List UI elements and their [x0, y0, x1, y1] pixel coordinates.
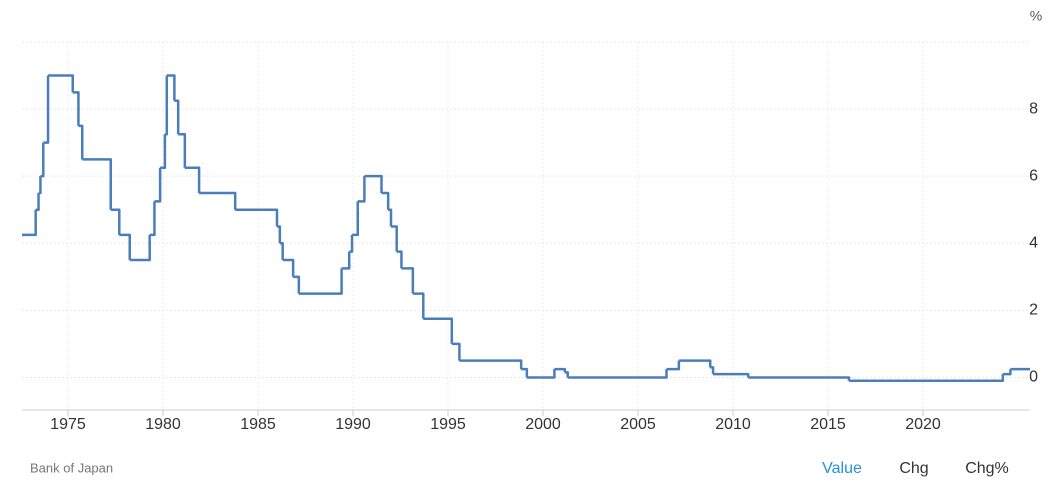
step [381, 191, 390, 210]
step [567, 369, 668, 379]
x-tick-label: 1975 [50, 416, 86, 433]
step [390, 225, 398, 252]
step [48, 74, 74, 93]
step [35, 192, 40, 211]
step [364, 174, 383, 193]
x-tick-label: 2005 [620, 416, 656, 433]
step [282, 258, 295, 277]
tab[interactable]: Chg% [965, 460, 1009, 477]
step [78, 124, 84, 160]
step [298, 268, 343, 295]
x-tick-label: 2015 [810, 416, 846, 433]
step [164, 75, 169, 136]
step [666, 360, 681, 371]
x-tick-label: 1995 [430, 416, 466, 433]
step [43, 75, 50, 144]
step [710, 366, 715, 375]
step [349, 234, 354, 253]
step [184, 166, 201, 193]
step [72, 91, 80, 126]
step [357, 176, 366, 203]
x-tick-label: 2020 [905, 416, 941, 433]
step [423, 317, 454, 344]
step [154, 167, 162, 203]
step [149, 201, 156, 237]
step [564, 371, 569, 378]
step [459, 359, 523, 370]
step [748, 376, 851, 381]
step [22, 209, 37, 237]
x-tick-label: 1990 [335, 416, 371, 433]
x-tick-label: 1985 [240, 416, 276, 433]
step [199, 191, 237, 210]
step [451, 342, 461, 361]
x-tick-label: 2010 [715, 416, 751, 433]
y-tick-label: 0 [1029, 369, 1038, 386]
step [396, 250, 403, 269]
step [160, 134, 167, 170]
step [235, 208, 279, 227]
step [276, 225, 282, 244]
tab[interactable]: Value [822, 460, 862, 477]
step [38, 176, 42, 195]
step [166, 74, 176, 101]
step [1002, 369, 1012, 376]
step [110, 208, 121, 235]
step [713, 372, 750, 378]
tab[interactable]: Chg [899, 460, 928, 477]
unit-label: % [1030, 8, 1042, 24]
y-tick-label: 8 [1029, 100, 1038, 117]
y-tick-label: 2 [1029, 302, 1038, 319]
step [526, 369, 556, 379]
y-tick-label: 4 [1029, 234, 1038, 251]
x-tick-label: 1980 [145, 416, 181, 433]
step [178, 133, 187, 168]
step [848, 374, 1005, 383]
step [521, 367, 529, 378]
step [412, 292, 425, 319]
step [293, 275, 301, 294]
step [279, 242, 284, 261]
step [82, 158, 112, 210]
step [678, 359, 712, 368]
step [174, 99, 180, 135]
step [388, 208, 393, 227]
step [341, 251, 351, 270]
x-tick-label: 2000 [525, 416, 561, 433]
y-tick-label: 6 [1029, 167, 1038, 184]
step [554, 367, 567, 373]
step [129, 234, 151, 262]
step [119, 233, 131, 261]
source: Bank of Japan [30, 460, 113, 475]
step [401, 267, 415, 294]
step [40, 142, 45, 178]
step [352, 201, 359, 237]
